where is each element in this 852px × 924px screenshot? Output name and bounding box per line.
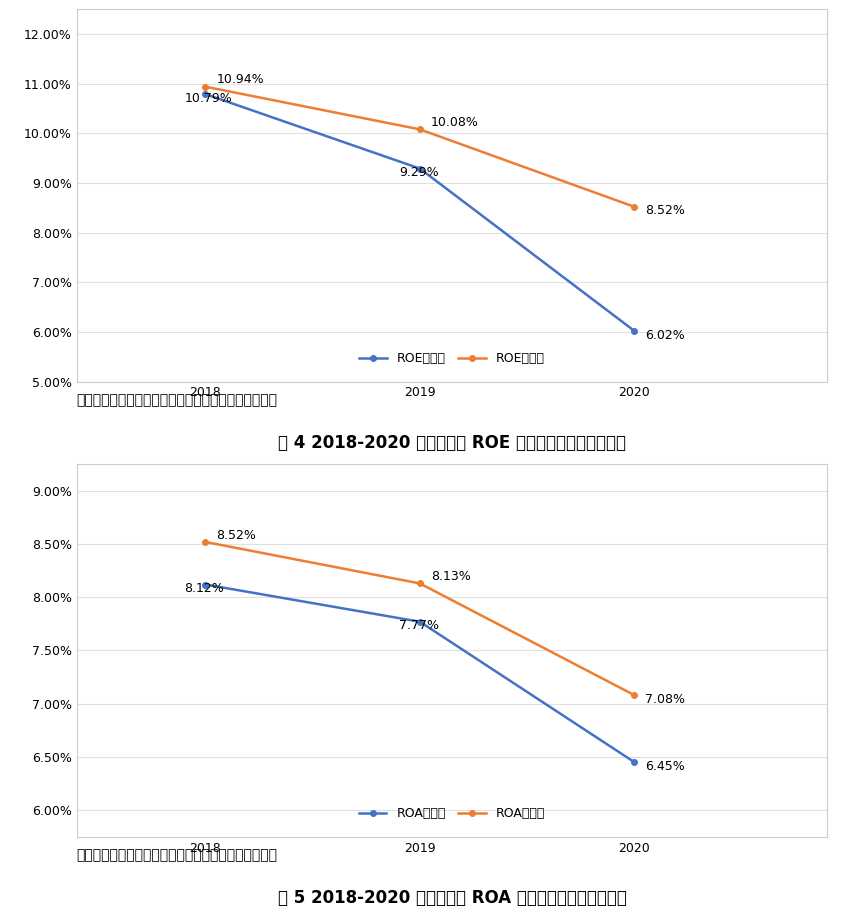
Text: 资料来源：百瑞信托研发中心根据各信托公司年报整理: 资料来源：百瑞信托研发中心根据各信托公司年报整理: [77, 394, 278, 407]
Text: 8.52%: 8.52%: [216, 529, 256, 541]
Line: ROE中位数: ROE中位数: [203, 84, 636, 210]
Text: 10.79%: 10.79%: [184, 91, 232, 104]
ROE中位数: [629, 201, 639, 213]
Text: 6.02%: 6.02%: [645, 329, 684, 342]
Text: 9.29%: 9.29%: [399, 166, 438, 179]
ROE中位数: [414, 124, 424, 135]
Text: 8.13%: 8.13%: [430, 570, 470, 583]
Text: 10.08%: 10.08%: [430, 116, 478, 129]
ROA中位数: [200, 537, 210, 548]
Line: ROE平均值: ROE平均值: [203, 91, 636, 334]
Text: 资料来源：百瑞信托研发中心根据各信托公司年报整理: 资料来源：百瑞信托研发中心根据各信托公司年报整理: [77, 848, 278, 862]
ROA平均值: [629, 757, 639, 768]
Text: 6.45%: 6.45%: [645, 760, 684, 772]
ROA平均值: [200, 579, 210, 590]
Legend: ROE平均值, ROE中位数: ROE平均值, ROE中位数: [353, 346, 550, 371]
Text: 7.77%: 7.77%: [399, 619, 439, 632]
ROA中位数: [629, 689, 639, 700]
ROE平均值: [200, 89, 210, 100]
Text: 图 5 2018-2020 年信托行业 ROA 平均值和中位数变动情况: 图 5 2018-2020 年信托行业 ROA 平均值和中位数变动情况: [278, 889, 625, 906]
Text: 10.94%: 10.94%: [216, 73, 264, 86]
ROA平均值: [414, 616, 424, 627]
Text: 7.08%: 7.08%: [645, 693, 685, 706]
Text: 8.52%: 8.52%: [645, 204, 684, 217]
Text: 图 4 2018-2020 年信托行业 ROE 平均值和中位数变动情况: 图 4 2018-2020 年信托行业 ROE 平均值和中位数变动情况: [278, 433, 625, 452]
ROA中位数: [414, 578, 424, 589]
Text: 8.12%: 8.12%: [184, 582, 224, 595]
Line: ROA平均值: ROA平均值: [203, 582, 636, 765]
ROE平均值: [414, 163, 424, 174]
Legend: ROA平均值, ROA中位数: ROA平均值, ROA中位数: [352, 801, 551, 827]
ROE中位数: [200, 81, 210, 92]
Line: ROA中位数: ROA中位数: [203, 540, 636, 698]
ROE平均值: [629, 325, 639, 336]
